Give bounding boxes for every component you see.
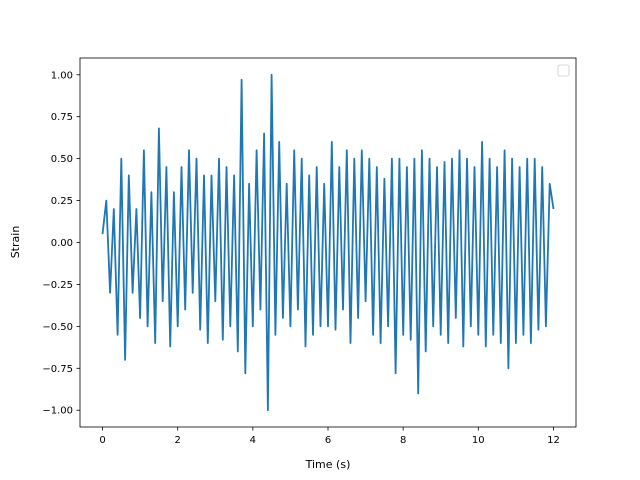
y-tick-label: 0.50: [51, 154, 73, 165]
y-tick-label: 0.00: [51, 238, 73, 249]
x-tick-label: 4: [250, 435, 256, 446]
legend-box: [557, 64, 570, 77]
x-tick-label: 12: [547, 435, 560, 446]
x-axis-ticks: 0 2 4 6 8 10 12: [99, 427, 560, 446]
y-tick-label: 0.75: [51, 112, 73, 123]
x-tick-label: 0: [99, 435, 105, 446]
y-tick-label: 0.25: [51, 196, 73, 207]
x-tick-label: 2: [175, 435, 181, 446]
y-tick-label: 1.00: [51, 70, 73, 81]
y-tick-label: −0.50: [42, 322, 73, 333]
y-tick-label: −1.00: [42, 406, 73, 417]
strain-series-line: [101, 73, 555, 412]
x-tick-label: 10: [472, 435, 485, 446]
x-tick-label: 6: [325, 435, 331, 446]
series-layer: [101, 73, 555, 412]
y-axis-ticks: −1.00 −0.75 −0.50 −0.25 0.00 0.25 0.50 0.75 1.00: [42, 70, 80, 417]
y-axis-label: Strain: [9, 226, 22, 259]
x-tick-label: 8: [400, 435, 406, 446]
y-tick-label: −0.25: [42, 280, 73, 291]
x-axis-label: Time (s): [305, 458, 351, 471]
y-tick-label: −0.75: [42, 364, 73, 375]
